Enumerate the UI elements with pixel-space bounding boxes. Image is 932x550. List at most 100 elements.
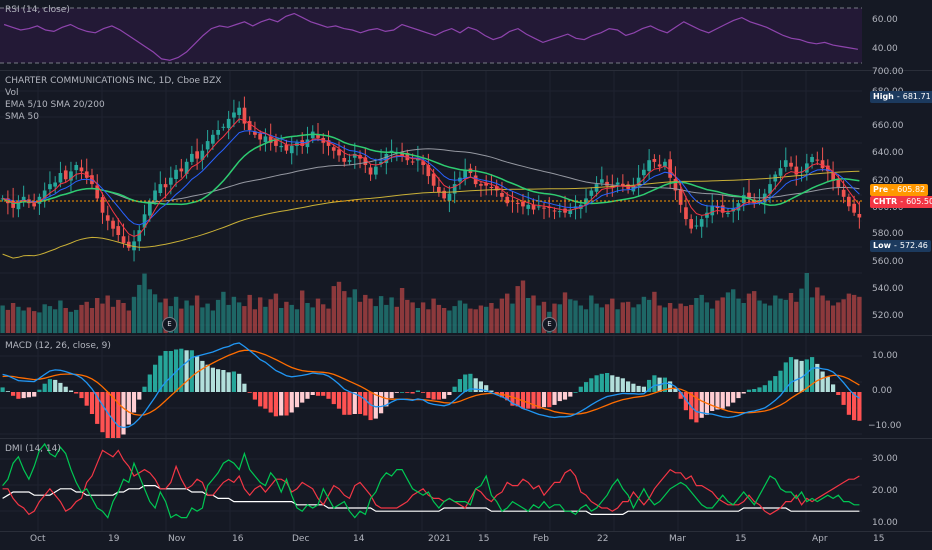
candle-body (536, 206, 541, 208)
volume-bar (79, 304, 84, 333)
earnings-marker[interactable]: E (162, 317, 177, 332)
candle-body (805, 163, 809, 173)
volume-bar (757, 300, 762, 333)
dmi-pane[interactable]: DMI (14, 14) 30.00 20.00 10.00 (0, 439, 932, 531)
date-label: Feb (533, 534, 549, 544)
rsi-plot (0, 7, 862, 64)
volume-bar (641, 296, 647, 334)
macd-histogram-bar (531, 392, 536, 409)
macd-histogram-bar (147, 374, 152, 392)
candle-body (211, 134, 215, 144)
macd-histogram-bar (547, 392, 552, 408)
volume-bar (300, 290, 305, 333)
macd-histogram-bar (11, 392, 16, 396)
macd-histogram-bar (810, 357, 815, 392)
volume-bar (436, 304, 442, 333)
rsi-pane[interactable]: RSI (14, close) 60.00 40.00 (0, 0, 932, 70)
price-axis-label: 540.00 (872, 284, 904, 294)
macd-histogram-bar (394, 392, 399, 393)
candle-body (253, 131, 257, 135)
volume-bar (252, 309, 258, 334)
candle-body (426, 165, 431, 177)
rsi-axis-label: 40.00 (872, 44, 898, 54)
volume-bar (173, 296, 179, 334)
macd-histogram-bar (74, 392, 79, 394)
volume-bar (578, 305, 583, 333)
candle-body (16, 201, 21, 210)
date-label: 19 (108, 534, 120, 544)
volume-bar (95, 298, 100, 333)
earnings-marker[interactable]: E (542, 317, 557, 332)
macd-histogram-bar (668, 381, 673, 392)
pane-separator[interactable] (0, 335, 932, 336)
macd-histogram-bar (184, 350, 189, 392)
macd-histogram-bar (315, 392, 321, 396)
macd-histogram-bar (647, 379, 652, 392)
macd-histogram-bar (678, 392, 683, 399)
candle-body (410, 161, 415, 163)
candle-body (169, 177, 173, 185)
volume-bar (667, 303, 673, 333)
macd-histogram-bar (363, 392, 368, 416)
candle-body (794, 166, 799, 175)
candle-body (232, 112, 236, 118)
volume-bar (762, 303, 767, 333)
candle-body (668, 159, 672, 178)
macd-histogram-bar (773, 376, 778, 392)
macd-histogram-bar (799, 360, 804, 392)
price-axis-label: 700.00 (872, 67, 904, 77)
sma200-line (2, 170, 860, 259)
price-pane[interactable]: CHARTER COMMUNICATIONS INC, 1D, Cboe BZX… (0, 67, 932, 335)
premarket-price-tag: Pre -605.82 (870, 184, 929, 196)
candle-body (699, 219, 704, 227)
candle-body (857, 214, 862, 218)
macd-histogram-bar (163, 351, 168, 392)
volume-bar (226, 304, 231, 333)
macd-histogram-bar (767, 380, 773, 392)
macd-histogram-bar (857, 392, 862, 421)
volume-bar (662, 307, 668, 333)
candle-body (216, 130, 220, 135)
volume-bar (405, 299, 410, 333)
candle-body (479, 184, 483, 186)
macd-histogram-bar (42, 383, 47, 392)
macd-histogram-bar (47, 379, 52, 392)
macd-histogram-bar (831, 384, 836, 392)
candle-body (79, 167, 84, 172)
volume-bar (420, 302, 426, 333)
macd-histogram-bar (457, 379, 462, 392)
candle-body (258, 133, 262, 140)
low-price-tag: Low -572.46 (870, 240, 931, 252)
pane-separator[interactable] (0, 70, 932, 71)
volume-bar (657, 305, 662, 333)
macd-histogram-bar (352, 392, 357, 414)
macd-axis-label: −10.00 (868, 421, 902, 431)
candle-body (673, 179, 678, 191)
volume-bar (394, 306, 399, 334)
candle-body (142, 214, 147, 228)
volume-bar (368, 298, 373, 333)
candle-body (689, 219, 693, 229)
macd-pane[interactable]: MACD (12, 26, close, 9) 10.00 0.00 −10.0… (0, 336, 932, 438)
macd-histogram-bar (195, 356, 200, 392)
macd-line (2, 342, 860, 429)
price-plot (0, 71, 862, 335)
volume-bar (384, 304, 389, 333)
date-label: Dec (292, 534, 310, 544)
candle-body (126, 241, 131, 248)
date-label: 16 (232, 534, 244, 544)
symbol-title: CHARTER COMMUNICATIONS INC, 1D, Cboe BZX (5, 76, 222, 86)
pane-separator[interactable] (0, 438, 932, 439)
candle-body (831, 172, 835, 181)
ema5-line (2, 118, 860, 238)
volume-bar (410, 302, 415, 333)
macd-histogram-bar (710, 392, 715, 411)
macd-histogram-bar (153, 364, 158, 392)
rsi-label: RSI (14, close) (5, 5, 70, 15)
macd-histogram-bar (836, 392, 841, 395)
macd-histogram-bar (783, 362, 788, 392)
candle-body (316, 134, 320, 138)
rsi-axis-label: 60.00 (872, 15, 898, 25)
macd-histogram-bar (804, 359, 809, 392)
macd-histogram-bar (715, 392, 720, 410)
